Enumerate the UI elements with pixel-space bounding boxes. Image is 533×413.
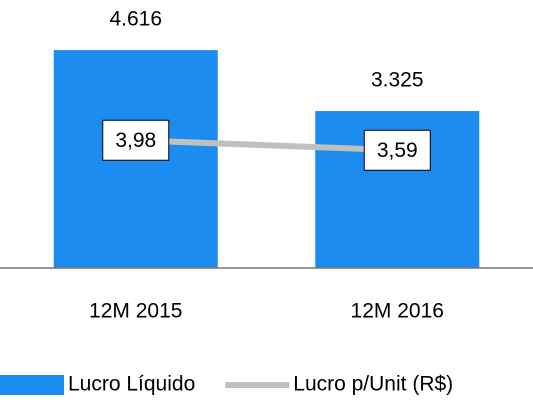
x-tick-label: 12M 2015	[89, 300, 182, 323]
value-label-box	[102, 119, 170, 161]
bar-value-label: 3.325	[371, 69, 424, 92]
value-label-box	[363, 129, 431, 171]
bar-value-label: 4.616	[109, 8, 162, 31]
legend-swatch	[0, 375, 64, 395]
legend-label: Lucro Líquido	[68, 373, 195, 396]
x-tick-label: 12M 2016	[351, 300, 444, 323]
legend-label: Lucro p/Unit (R$)	[293, 373, 453, 396]
line-value-label: 3,59	[377, 139, 418, 162]
line-value-label: 3,98	[115, 129, 156, 152]
line	[135, 137, 398, 154]
